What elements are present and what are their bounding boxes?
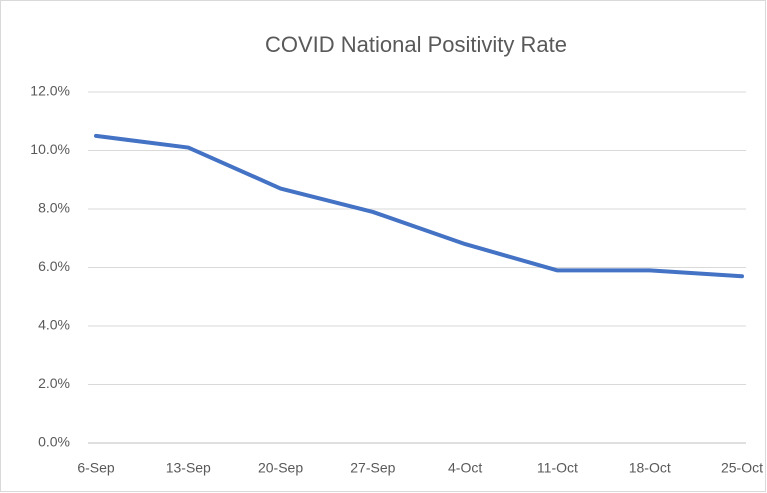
y-tick-label: 10.0%	[30, 141, 70, 157]
x-tick-label: 13-Sep	[166, 460, 211, 476]
y-tick-label: 0.0%	[38, 434, 70, 450]
x-tick-label: 11-Oct	[537, 460, 578, 476]
y-tick-label: 6.0%	[38, 258, 70, 274]
line-series	[94, 133, 744, 279]
x-tick-label: 27-Sep	[350, 460, 395, 476]
y-tick-label: 2.0%	[38, 375, 70, 391]
x-tick-label: 20-Sep	[258, 460, 303, 476]
x-tick-label: 18-Oct	[629, 460, 671, 476]
x-tick-label: 4-Oct	[448, 460, 482, 476]
x-tick-label: 25-Oct	[721, 460, 763, 476]
chart-title: COVID National Positivity Rate	[265, 32, 567, 57]
x-tick-label: 6-Sep	[77, 460, 115, 476]
y-tick-label: 4.0%	[38, 317, 70, 333]
y-tick-label: 8.0%	[38, 200, 70, 216]
y-tick-label: 12.0%	[30, 83, 70, 99]
